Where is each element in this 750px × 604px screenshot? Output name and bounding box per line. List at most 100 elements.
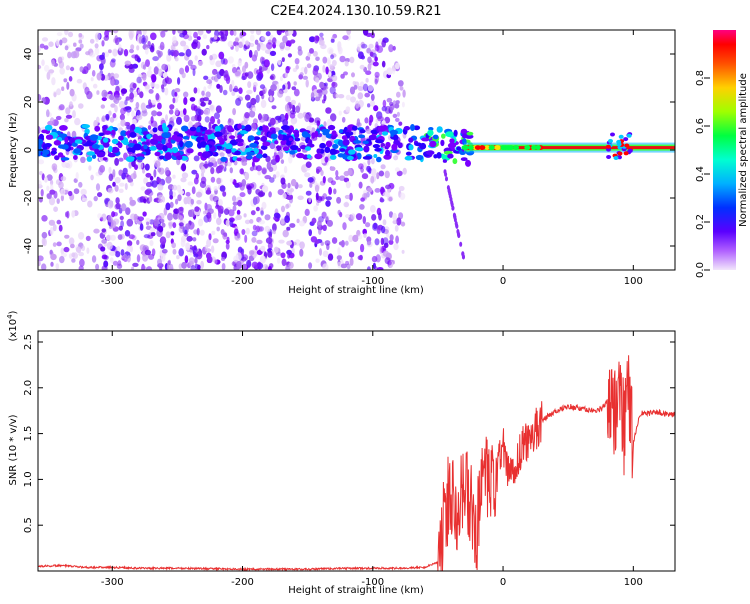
- spectrogram-fade-blob: [146, 134, 152, 140]
- spectrogram-speckle: [281, 258, 287, 267]
- spectrogram-speckle: [125, 106, 132, 113]
- spectrogram-speckle: [321, 134, 327, 142]
- spectrogram-speckle: [280, 205, 286, 213]
- spectrogram-fade-blob: [294, 131, 300, 139]
- spectrogram-speckle: [181, 172, 189, 179]
- spectrogram-fade-blob: [135, 153, 145, 158]
- spectrogram-speckle: [187, 181, 194, 186]
- spectrogram-fade-blob: [319, 142, 327, 149]
- spectrogram-fade-blob: [282, 146, 290, 151]
- spectrogram-speckle: [153, 66, 159, 75]
- spectrogram-speckle: [161, 222, 166, 228]
- spectrogram-speckle: [333, 188, 337, 195]
- spectrogram-speckle: [345, 260, 350, 266]
- spectrogram-speckle: [261, 201, 267, 210]
- spectrogram-fade-blob: [179, 140, 184, 148]
- spectrogram-fade-blob: [346, 155, 354, 161]
- spectrogram-speckle: [157, 194, 164, 200]
- spectrogram-speckle: [272, 223, 277, 232]
- spectrogram-speckle: [50, 261, 54, 267]
- spectrogram-panel: -300 -200 -100 0 100 40 20 0 -20 -40 Height of st…: [8, 29, 676, 296]
- x-tick-label: -100: [361, 577, 384, 588]
- spectrogram-fade-blob: [415, 154, 424, 161]
- spectrogram-speckle: [228, 209, 235, 217]
- spectrogram-speckle: [101, 213, 107, 222]
- spectrogram-speckle: [44, 64, 50, 72]
- spectrogram-fade-blob: [197, 132, 203, 137]
- spectrogram-speckle: [241, 256, 247, 262]
- spectrogram-speckle: [111, 58, 116, 63]
- spectrogram-speckle: [245, 227, 250, 235]
- spectrogram-speckle: [234, 71, 241, 78]
- spectrogram-speckle: [215, 166, 221, 174]
- spectrogram-speckle: [264, 175, 272, 180]
- spectrogram-speckle: [344, 240, 349, 246]
- spectrogram-speckle: [241, 120, 248, 125]
- spectrogram-speckle: [360, 197, 365, 202]
- spectrogram-speckle: [56, 219, 62, 225]
- spectrogram-speckle: [304, 172, 311, 178]
- spectrogram-speckle: [184, 65, 190, 73]
- spectrogram-speckle: [124, 99, 128, 106]
- spectrogram-speckle: [349, 86, 356, 95]
- spectrogram-speckle: [282, 84, 286, 90]
- spectrogram-speckle: [255, 94, 260, 104]
- spectrogram-speckle: [345, 181, 351, 189]
- spectrogram-speckle: [120, 249, 125, 256]
- spectrogram-speckle: [355, 100, 360, 109]
- spectrogram-fade-blob: [337, 139, 344, 147]
- spectrogram-speckle: [308, 262, 313, 269]
- spectrogram-speckle: [316, 168, 320, 174]
- spectrogram-speckle: [274, 147, 278, 153]
- spectrogram-tail-blob: [445, 176, 448, 182]
- spectrogram-speckle: [108, 173, 114, 182]
- spectrogram-speckle: [373, 105, 379, 112]
- spectrogram-fade-blob: [111, 138, 119, 145]
- spectrogram-speckle: [123, 49, 129, 57]
- spectrogram-speckle: [147, 125, 152, 130]
- spectrogram-speckle: [202, 34, 208, 39]
- spectrogram-speckle: [165, 231, 171, 239]
- spectrogram-fade-blob: [239, 151, 247, 156]
- spectrogram-speckle: [237, 60, 242, 67]
- spectrogram-speckle: [281, 30, 286, 33]
- spectrogram-fade-blob: [288, 129, 292, 135]
- spectrogram-speckle: [260, 99, 267, 109]
- spectrogram-speckle: [172, 222, 177, 229]
- spectrogram-speckle: [270, 63, 275, 71]
- spectrogram-speckle: [177, 207, 184, 215]
- spectrogram-speckle: [341, 116, 346, 123]
- spectrogram-speckle: [345, 214, 350, 219]
- spectrogram-speckle: [160, 30, 166, 38]
- spectrogram-speckle: [132, 63, 139, 69]
- spectrogram-speckle: [372, 262, 376, 270]
- spectrogram-speckle: [96, 90, 100, 95]
- colorbar-tick-label: 0.4: [695, 166, 706, 182]
- spectrogram-fade-blob: [255, 153, 263, 159]
- spectrogram-speckle: [122, 167, 128, 175]
- spectrogram-fade-blob: [391, 143, 398, 151]
- spectrogram-speckle: [203, 210, 207, 215]
- spectrogram-speckle: [136, 239, 140, 246]
- spectrogram-speckle: [233, 85, 238, 92]
- spectrogram-speckle: [400, 221, 406, 227]
- spectrogram-fade-blob: [171, 134, 178, 141]
- spectrogram-fade-blob: [120, 130, 127, 137]
- spectrogram-speckle: [90, 174, 94, 181]
- spectrogram-fade-blob: [102, 125, 108, 130]
- spectrogram-speckle: [145, 172, 152, 178]
- spectrogram-speckle: [185, 191, 191, 197]
- spectrogram-speckle: [38, 159, 45, 165]
- spectrogram-speckle: [244, 94, 251, 101]
- spectrogram-speckle: [269, 141, 276, 150]
- spectrogram-speckle: [384, 116, 391, 124]
- carrier-blob: [624, 143, 630, 148]
- spectrogram-speckle: [78, 33, 83, 38]
- spectrogram-fade-blob: [162, 145, 168, 152]
- spectrogram-speckle: [249, 110, 256, 118]
- spectrogram-speckle: [351, 72, 355, 78]
- spectrogram-fade-blob: [184, 140, 193, 148]
- spectrogram-speckle: [385, 184, 391, 190]
- spectrogram-speckle: [398, 185, 405, 192]
